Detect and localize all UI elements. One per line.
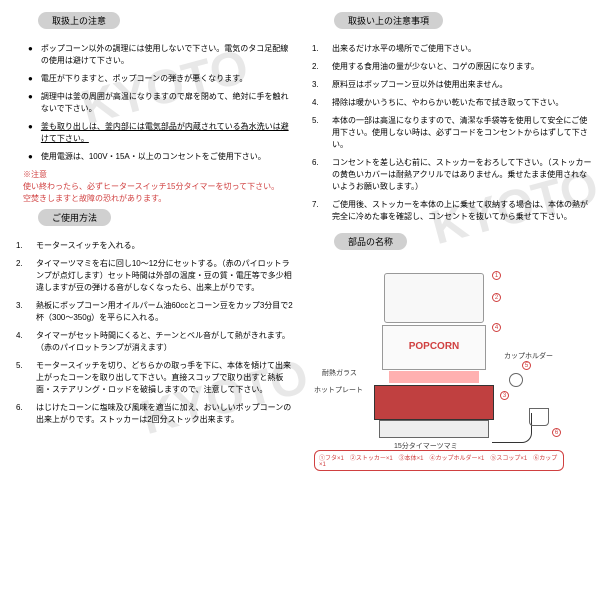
bullet-text: 釜も取り出しは、釜内部には電気部品が内蔵されている為水洗いは避けて下さい。 [41,121,296,145]
bullet-text: 調理中は釜の周囲が高温になりますので扉を閉めて、絶対に手を触れないで下さい。 [41,91,296,115]
bullet-text: 使用電源は、100V・15A・以上のコンセントをご使用下さい。 [41,151,266,163]
item-text: 掃除は暖かいうちに、やわらかい乾いた布で拭き取って下さい。 [332,97,563,109]
parts-diagram: POPCORN 1 2 4 3 5 6 耐熱ガラス ホットプレート 15分タイマ… [304,263,574,473]
popcorn-logo: POPCORN [409,341,460,352]
step-text: はじけたコーンに塩味及び風味を適当に加え、おいしいポップコーンの出来上がりです。… [36,402,296,426]
step-text: モータースイッチを切り、どちらかの取っ手を下に、本体を傾けて出来上がったコーンを… [36,360,296,396]
label-cupholder: カップホルダー [504,351,553,361]
bullet-text: ポップコーン以外の調理には使用しないで下さい。電気のタコ足配線の使用は避けて下さ… [41,43,296,67]
header-precautions: 取扱上の注意 [38,12,120,29]
item-text: 原料豆はポップコーン豆以外は使用出来ません。 [332,79,507,91]
item-text: 出来るだけ水平の場所でご使用下さい。 [332,43,476,55]
step-text: タイマーがセット時間にくると、チーンとベル音がして熱がきれます。（赤のパイロット… [36,330,296,354]
warning-text: 使い終わったら、必ずヒータースイッチ15分タイマーを切って下さい。 [23,181,296,193]
header-precautions2: 取扱い上の注意事項 [334,12,443,29]
label-hotplate: ホットプレート [314,385,363,395]
item-text: コンセントを差し込む前に、ストッカーをおろして下さい。（ストッカーの黄色いカバー… [332,157,592,193]
item-text: 使用する食用油の量が少ないと、コゲの原因になります。 [332,61,539,73]
warning-text: 空焚きしますと故障の恐れがあります。 [23,193,296,205]
left-column: 取扱上の注意 ●ポップコーン以外の調理には使用しないで下さい。電気のタコ足配線の… [8,8,296,473]
parts-legend: ①フタ×1 ②ストッカー×1 ③本体×1 ④カップホルダー×1 ⑤スコップ×1 … [314,450,564,471]
step-text: 熱板にポップコーン用オイルパーム油60ccとコーン豆をカップ3分目で2杯（300… [36,300,296,324]
item-text: ご使用後、ストッカーを本体の上に乗せて収納する場合は、本体の熱が完全に冷めた事を… [332,199,592,223]
bullet-text: 電圧が下りますと、ポップコーンの弾きが悪くなります。 [41,73,247,85]
right-column: 取扱い上の注意事項 1.出来るだけ水平の場所でご使用下さい。 2.使用する食用油… [304,8,592,473]
step-text: モータースイッチを入れる。 [36,240,140,252]
header-usage: ご使用方法 [38,209,111,226]
header-parts: 部品の名称 [334,233,407,250]
warning-label: ※注意 [23,169,296,181]
item-text: 本体の一部は高温になりますので、清潔な手袋等を使用して安全にご使用下さい。使用し… [332,115,592,151]
label-glass: 耐熱ガラス [322,368,357,378]
step-text: タイマーツマミを右に回し10〜12分にセットする。（赤のパイロットランプが点灯し… [36,258,296,294]
